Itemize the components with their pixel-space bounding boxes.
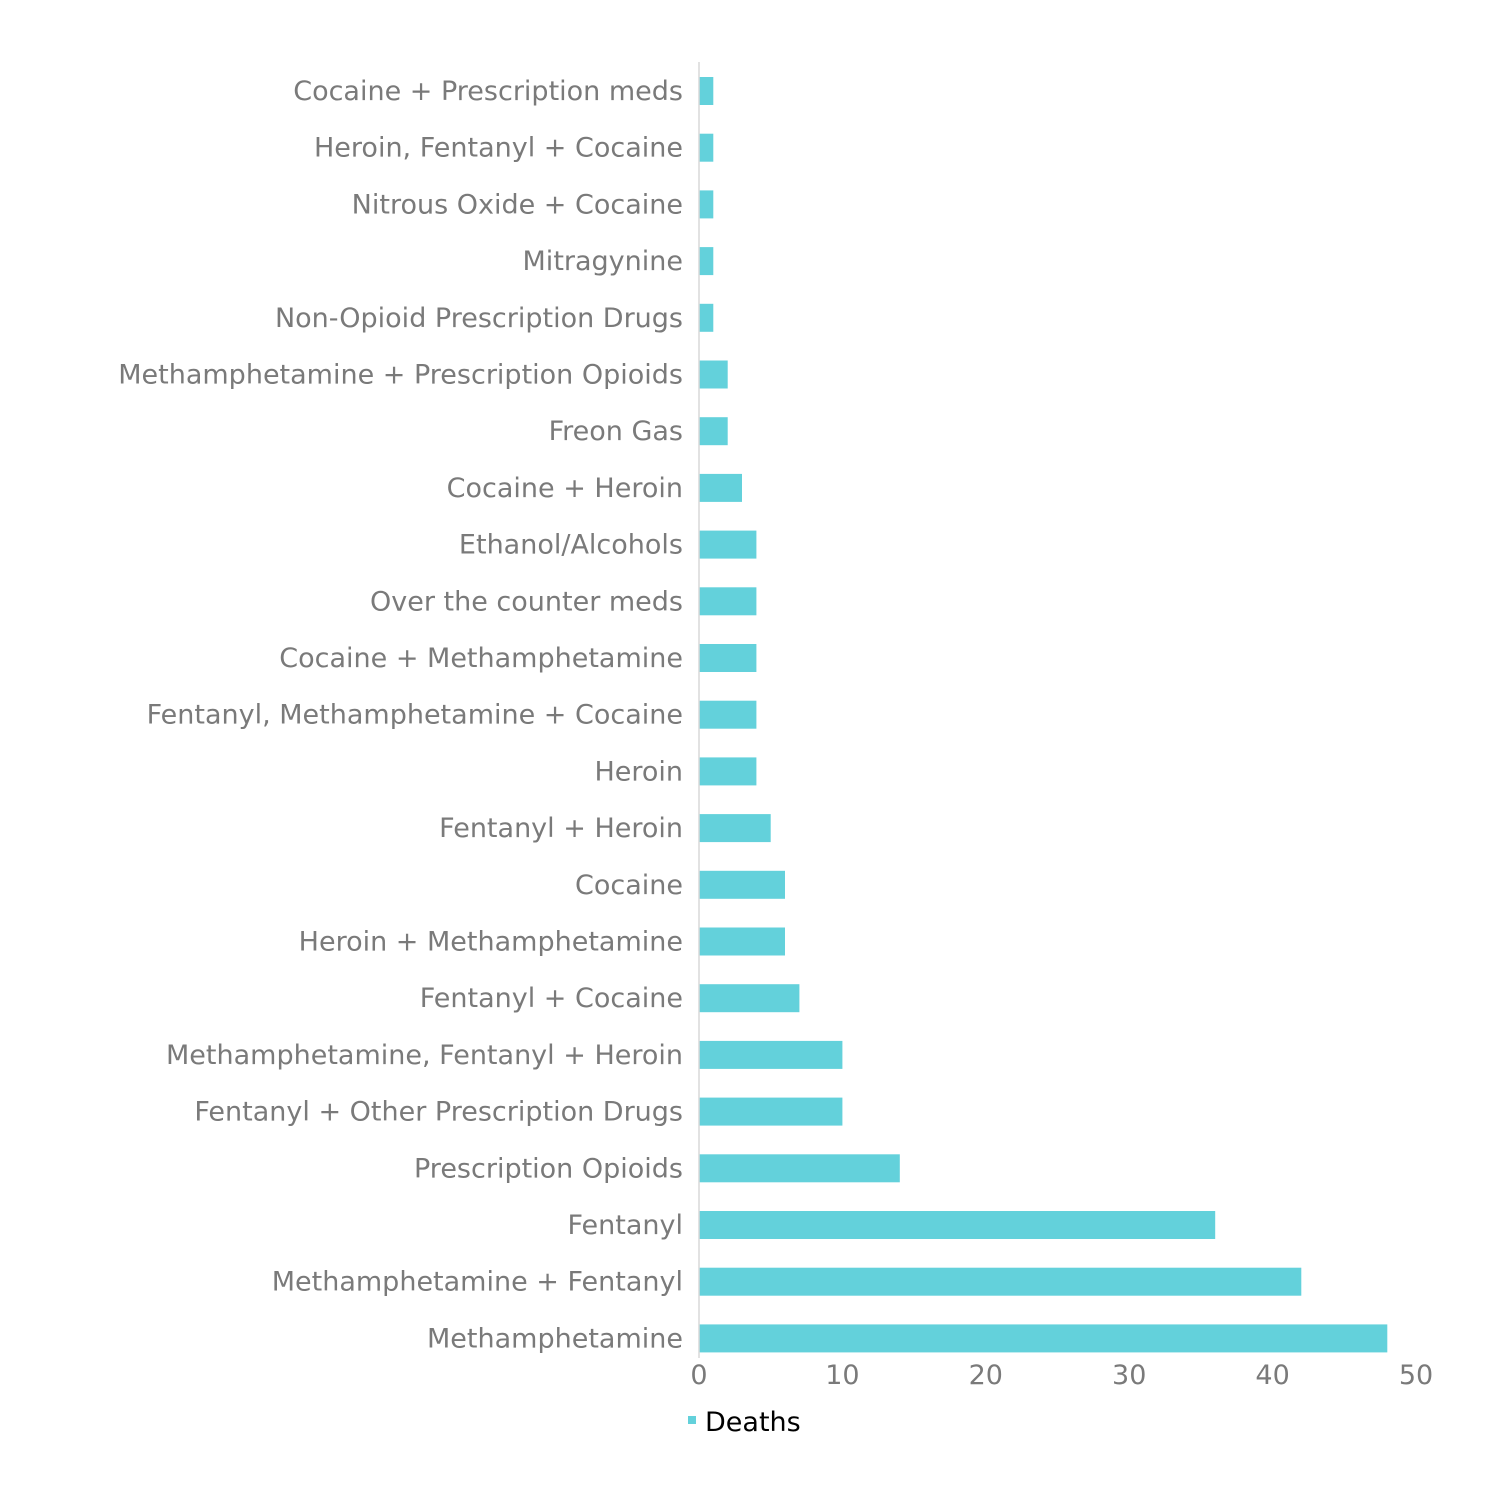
bar-18	[699, 1097, 843, 1126]
x-tick-label-5: 50	[1399, 1360, 1433, 1391]
bar-20	[699, 1211, 1216, 1239]
category-label-10: Cocaine + Methamphetamine	[279, 643, 683, 674]
bar-21	[699, 1267, 1302, 1296]
x-tick-label-2: 20	[969, 1360, 1003, 1391]
x-axis-tick-labels: 0 10 20 30 40 50	[690, 1360, 1433, 1391]
bars-group	[699, 77, 1388, 1353]
bar-9	[699, 587, 757, 616]
bar-7	[699, 473, 742, 502]
bar-17	[699, 1040, 843, 1069]
category-label-8: Ethanol/Alcohols	[459, 530, 683, 561]
category-label-15: Heroin + Methamphetamine	[299, 927, 683, 958]
bar-4	[699, 303, 714, 332]
category-label-4: Non-Opioid Prescription Drugs	[275, 303, 683, 334]
category-label-20: Fentanyl	[567, 1210, 683, 1241]
category-label-12: Heroin	[594, 756, 683, 787]
bar-12	[699, 757, 757, 786]
bar-8	[699, 530, 757, 559]
category-label-17: Methamphetamine, Fentanyl + Heroin	[166, 1040, 683, 1071]
x-tick-label-1: 10	[825, 1360, 859, 1391]
category-label-19: Prescription Opioids	[414, 1153, 683, 1184]
category-label-6: Freon Gas	[549, 416, 683, 447]
bar-1	[699, 133, 714, 162]
x-tick-label-0: 0	[690, 1360, 707, 1391]
legend: Deaths	[688, 1407, 801, 1438]
category-labels: Cocaine + Prescription meds Heroin, Fenta…	[118, 76, 683, 1354]
category-label-5: Methamphetamine + Prescription Opioids	[118, 360, 683, 391]
category-label-3: Mitragynine	[523, 246, 683, 277]
category-label-7: Cocaine + Heroin	[447, 473, 683, 504]
bar-0	[699, 77, 714, 105]
category-label-18: Fentanyl + Other Prescription Drugs	[194, 1097, 683, 1128]
category-label-9: Over the counter meds	[370, 586, 683, 617]
category-label-21: Methamphetamine + Fentanyl	[272, 1267, 683, 1298]
category-label-14: Cocaine	[575, 870, 683, 901]
category-label-16: Fentanyl + Cocaine	[420, 983, 683, 1014]
category-label-11: Fentanyl, Methamphetamine + Cocaine	[147, 700, 683, 731]
bar-2	[699, 190, 714, 219]
legend-label-deaths: Deaths	[705, 1407, 801, 1438]
category-label-22: Methamphetamine	[427, 1323, 683, 1354]
bar-14	[699, 870, 785, 899]
legend-swatch-deaths	[688, 1416, 696, 1424]
category-label-1: Heroin, Fentanyl + Cocaine	[314, 133, 683, 164]
bar-5	[699, 360, 728, 389]
bar-10	[699, 644, 757, 672]
x-tick-label-4: 40	[1255, 1360, 1289, 1391]
bar-3	[699, 247, 714, 276]
bar-22	[699, 1324, 1388, 1353]
x-tick-label-3: 30	[1112, 1360, 1146, 1391]
category-label-2: Nitrous Oxide + Cocaine	[352, 189, 683, 220]
category-label-0: Cocaine + Prescription meds	[293, 76, 683, 107]
bar-15	[699, 927, 785, 956]
bar-19	[699, 1154, 900, 1183]
bar-16	[699, 984, 800, 1013]
bar-6	[699, 417, 728, 446]
bar-13	[699, 814, 771, 843]
bar-11	[699, 700, 757, 729]
category-label-13: Fentanyl + Heroin	[439, 813, 683, 844]
